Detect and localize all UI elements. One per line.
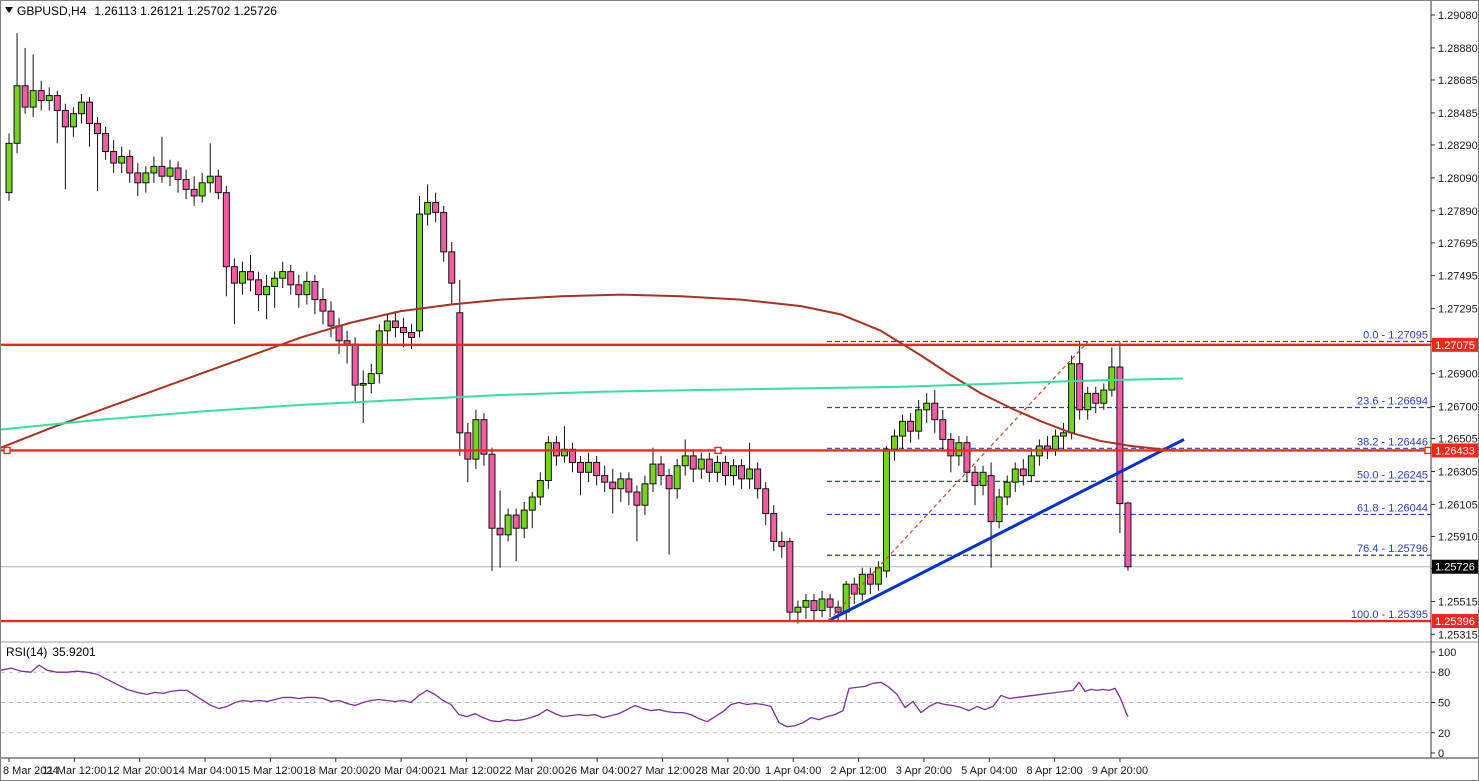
svg-text:0: 0: [1438, 748, 1444, 760]
line-selection-handle: [1424, 446, 1432, 455]
svg-text:1.27075: 1.27075: [1435, 340, 1475, 352]
rsi-value-label: 35.9201: [52, 645, 96, 659]
price-level-badge: 1.26433: [1432, 443, 1478, 458]
svg-text:1.26433: 1.26433: [1435, 445, 1475, 457]
svg-text:1.27295: 1.27295: [1438, 304, 1478, 316]
svg-text:3 Apr 20:00: 3 Apr 20:00: [896, 765, 952, 777]
svg-text:80: 80: [1438, 667, 1450, 679]
svg-text:1.29080: 1.29080: [1438, 10, 1478, 22]
rsi-panel[interactable]: 100 80 50 20 0: [1, 647, 1456, 760]
svg-text:1.27890: 1.27890: [1438, 206, 1478, 218]
svg-text:21 Mar 12:00: 21 Mar 12:00: [434, 765, 499, 777]
price-level-badge: 1.25396: [1432, 614, 1478, 629]
svg-text:8 Mar 2024: 8 Mar 2024: [3, 765, 59, 777]
ohlc-values-label: 1.26113 1.26121 1.25702 1.25726: [94, 4, 277, 18]
svg-text:61.8 - 1.26044: 61.8 - 1.26044: [1357, 502, 1428, 514]
svg-text:20: 20: [1438, 728, 1450, 740]
svg-text:1.28880: 1.28880: [1438, 43, 1478, 55]
svg-text:8 Apr 12:00: 8 Apr 12:00: [1026, 765, 1082, 777]
svg-text:1.25726: 1.25726: [1435, 562, 1475, 574]
svg-text:0.0 - 1.27095: 0.0 - 1.27095: [1363, 330, 1428, 342]
symbol-period-label: GBPUSD,H4: [17, 4, 87, 18]
svg-text:1.26700: 1.26700: [1438, 402, 1478, 414]
svg-text:11 Mar 12:00: 11 Mar 12:00: [42, 765, 106, 777]
svg-text:15 Mar 12:00: 15 Mar 12:00: [238, 765, 303, 777]
rising-wedge-dashed-trendline[interactable]: [828, 341, 1089, 621]
svg-text:1.28685: 1.28685: [1438, 75, 1478, 87]
svg-text:23.6 - 1.26694: 23.6 - 1.26694: [1357, 395, 1428, 407]
svg-text:100.0 - 1.25395: 100.0 - 1.25395: [1351, 609, 1428, 621]
svg-text:50.0 - 1.26245: 50.0 - 1.26245: [1357, 469, 1428, 481]
svg-text:28 Mar 20:00: 28 Mar 20:00: [695, 765, 760, 777]
svg-text:100: 100: [1438, 647, 1456, 659]
svg-text:1.26900: 1.26900: [1438, 369, 1478, 381]
svg-text:1.25910: 1.25910: [1438, 531, 1478, 543]
svg-text:1.27695: 1.27695: [1438, 238, 1478, 250]
chart-title: GBPUSD,H4 1.26113 1.26121 1.25702 1.25726: [17, 4, 277, 18]
rsi-line: [1, 664, 1129, 728]
rsi-name-label: RSI(14): [6, 645, 48, 659]
line-selection-handle: [714, 446, 722, 455]
rsi-indicator-label: RSI(14) 35.9201: [6, 645, 96, 659]
svg-text:14 Mar 04:00: 14 Mar 04:00: [173, 765, 238, 777]
svg-text:1.25396: 1.25396: [1435, 616, 1475, 628]
svg-text:76.4 - 1.25796: 76.4 - 1.25796: [1357, 543, 1428, 555]
candlesticks-layer: [5, 33, 1132, 624]
svg-text:1.26105: 1.26105: [1438, 499, 1478, 511]
svg-text:22 Mar 20:00: 22 Mar 20:00: [499, 765, 564, 777]
symbol-dropdown-icon[interactable]: [5, 7, 13, 13]
svg-text:1.28485: 1.28485: [1438, 108, 1478, 120]
svg-text:5 Apr 04:00: 5 Apr 04:00: [961, 765, 1017, 777]
moving-average-slow: [1, 293, 1184, 452]
line-selection-handle: [3, 446, 11, 455]
svg-text:1.26305: 1.26305: [1438, 466, 1478, 478]
svg-text:1.27495: 1.27495: [1438, 271, 1478, 283]
price-axis[interactable]: 1.29080 1.28880 1.28685 1.28485 1.28290 1.280…: [1431, 10, 1478, 641]
svg-text:1.28090: 1.28090: [1438, 173, 1478, 185]
svg-text:1.28290: 1.28290: [1438, 140, 1478, 152]
svg-text:9 Apr 20:00: 9 Apr 20:00: [1092, 765, 1148, 777]
svg-text:1.25515: 1.25515: [1438, 596, 1478, 608]
current-price-badge: 1.25726: [1432, 559, 1478, 574]
svg-text:12 Mar 20:00: 12 Mar 20:00: [107, 765, 172, 777]
svg-text:50: 50: [1438, 698, 1450, 710]
svg-text:38.2 - 1.26446: 38.2 - 1.26446: [1357, 436, 1428, 448]
svg-text:2 Apr 12:00: 2 Apr 12:00: [830, 765, 886, 777]
svg-text:1.26505: 1.26505: [1438, 434, 1478, 446]
price-level-badge: 1.27075: [1432, 337, 1478, 352]
svg-text:1 Apr 04:00: 1 Apr 04:00: [765, 765, 821, 777]
moving-average-fast: [1, 377, 1184, 431]
svg-text:26 Mar 04:00: 26 Mar 04:00: [565, 765, 630, 777]
rising-support-trendline[interactable]: [828, 438, 1185, 622]
svg-text:27 Mar 12:00: 27 Mar 12:00: [630, 765, 695, 777]
chart-frame: [1, 1, 1478, 759]
fibonacci-labels: 0.0 - 1.27095 23.6 - 1.26694 38.2 - 1.2644…: [1351, 330, 1428, 622]
svg-text:20 Mar 04:00: 20 Mar 04:00: [369, 765, 434, 777]
svg-text:1.25315: 1.25315: [1438, 629, 1478, 641]
svg-text:18 Mar 20:00: 18 Mar 20:00: [303, 765, 368, 777]
